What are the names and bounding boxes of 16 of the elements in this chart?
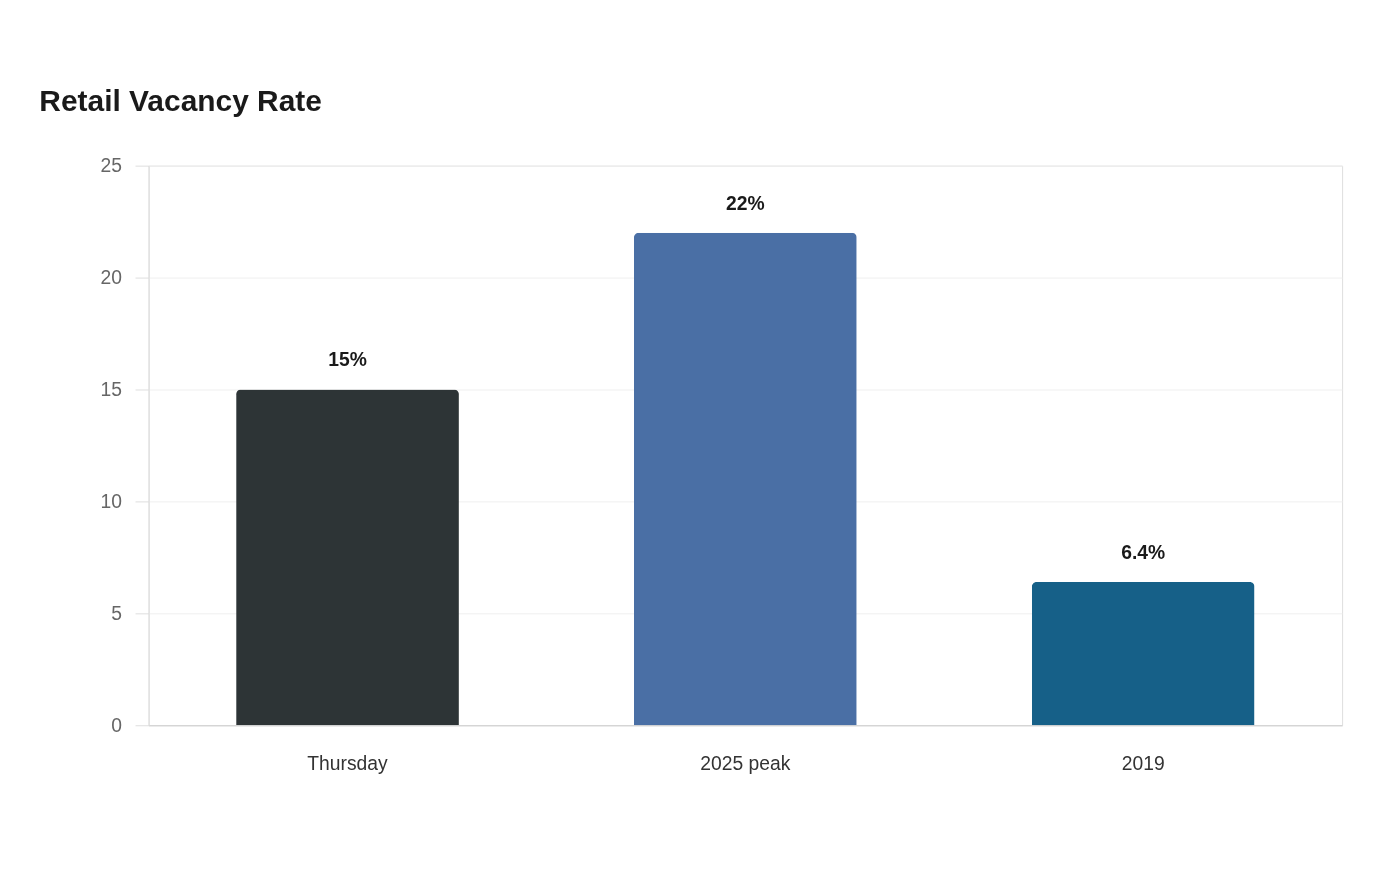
bar bbox=[633, 232, 857, 726]
y-tick-label: 15 bbox=[100, 378, 123, 400]
x-tick-label: Thursday bbox=[307, 753, 389, 775]
y-tick-label: 20 bbox=[100, 266, 123, 288]
y-tick-label: 5 bbox=[111, 602, 123, 624]
data-label: 6.4% bbox=[1121, 541, 1166, 563]
data-label: 22% bbox=[726, 192, 765, 214]
chart-title: Retail Vacancy Rate bbox=[39, 83, 322, 117]
data-label: 15% bbox=[328, 349, 367, 371]
x-tick-label: 2019 bbox=[1121, 753, 1165, 775]
bar bbox=[1031, 582, 1255, 726]
x-tick-label: 2025 peak bbox=[700, 753, 791, 775]
y-tick-label: 0 bbox=[111, 714, 123, 736]
bar bbox=[236, 389, 459, 726]
y-tick-label: 25 bbox=[100, 154, 123, 176]
y-tick-label: 10 bbox=[100, 490, 123, 512]
